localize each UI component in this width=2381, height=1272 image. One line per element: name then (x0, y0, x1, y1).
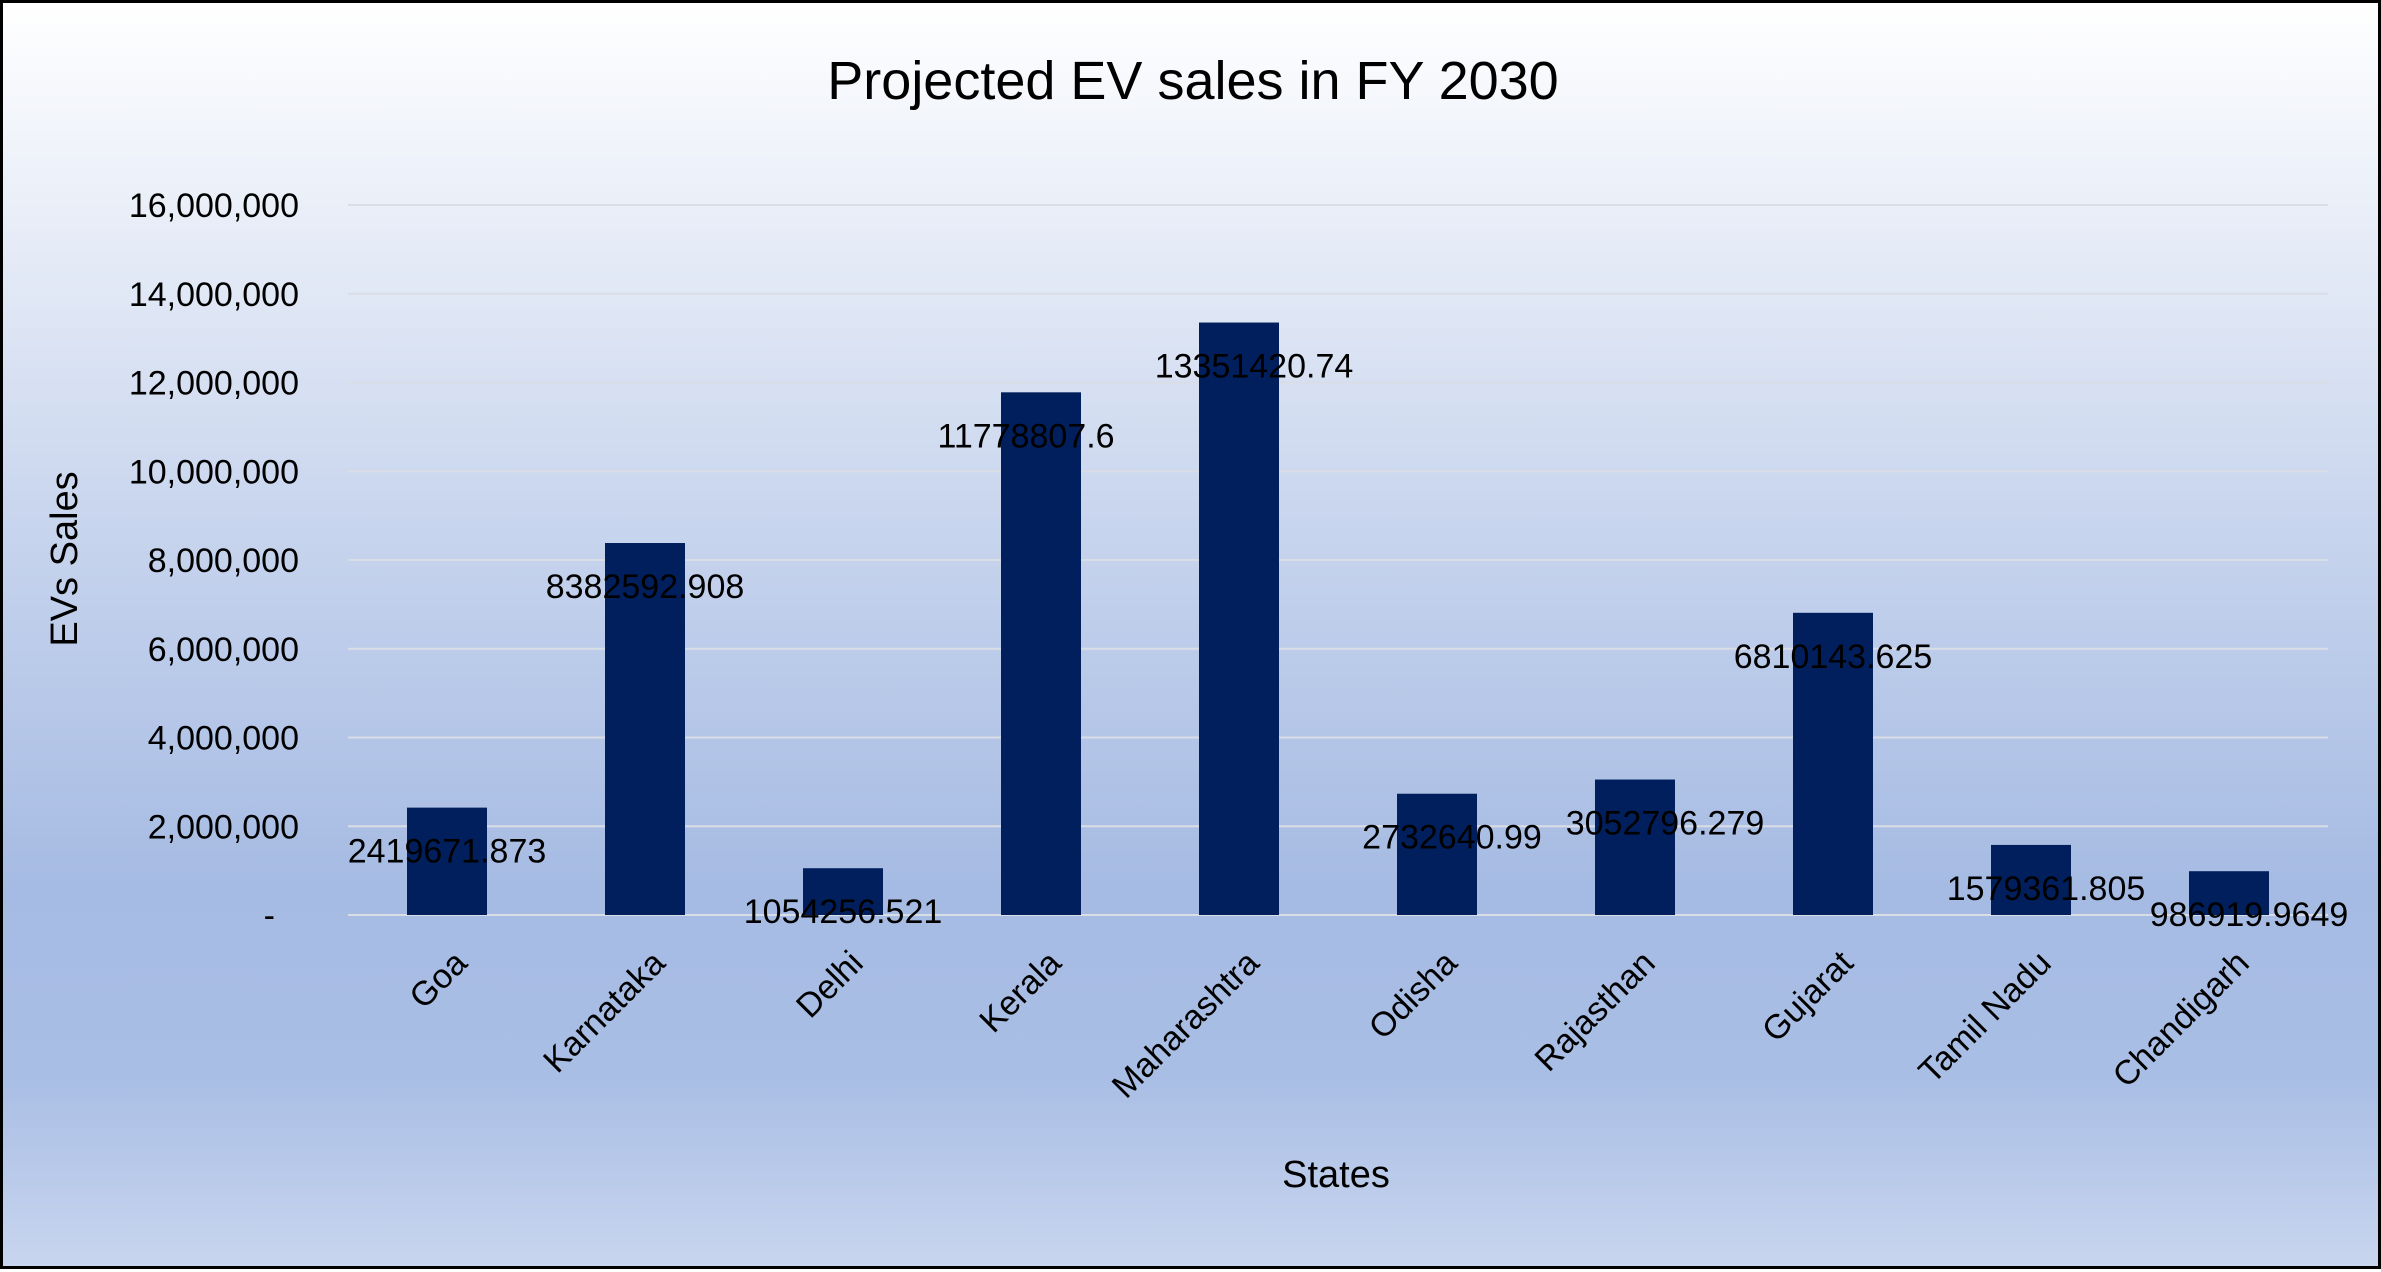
y-tick-label: 4,000,000 (148, 720, 299, 758)
x-tick-label: Kerala (972, 944, 1068, 1040)
x-tick-label: Odisha (1362, 944, 1465, 1047)
bar (1001, 392, 1081, 915)
y-tick-label: 16,000,000 (129, 187, 299, 225)
y-tick-label: 2,000,000 (148, 808, 299, 846)
y-tick-label: 8,000,000 (148, 542, 299, 580)
y-tick-label: - (264, 897, 275, 935)
data-label: 6810143.625 (1734, 638, 1933, 676)
bar (605, 543, 685, 915)
bar (1199, 322, 1279, 915)
data-label: 8382592.908 (546, 568, 745, 606)
bar (1991, 844, 2071, 915)
x-tick-label: Karnataka (536, 944, 673, 1081)
data-label: 1054256.521 (744, 893, 943, 931)
y-tick-label: 12,000,000 (129, 365, 299, 403)
x-tick-label: Rajasthan (1528, 944, 1663, 1079)
bars (407, 322, 2269, 915)
x-tick-label: Maharashtra (1105, 944, 1267, 1106)
data-label: 13351420.74 (1155, 348, 1354, 386)
chart-title: Projected EV sales in FY 2030 (827, 51, 1558, 111)
data-label: 2732640.99 (1362, 819, 1542, 857)
bar (1397, 793, 1477, 915)
bar (803, 868, 883, 915)
data-label: 1579361.805 (1947, 870, 2146, 908)
x-tick-label: Delhi (789, 944, 871, 1026)
data-label: 3052796.279 (1566, 805, 1765, 843)
y-tick-label: 14,000,000 (129, 276, 299, 314)
bar (2189, 871, 2269, 915)
x-tick-label: Goa (402, 944, 474, 1016)
bar (1595, 779, 1675, 915)
data-label: 986919.9649 (2150, 896, 2349, 934)
x-axis-title: States (1282, 1154, 1390, 1196)
data-label: 2419671.873 (348, 833, 547, 871)
x-tick-label: Chandigarh (2105, 944, 2256, 1095)
y-tick-label: 10,000,000 (129, 453, 299, 491)
data-labels: 2419671.873 8382592.908 1054256.521 1177880… (348, 348, 2349, 935)
x-tick-label: Tamil Nadu (1912, 944, 2059, 1091)
x-tick-label: Gujarat (1755, 943, 1861, 1049)
bar-chart: Projected EV sales in FY 2030 - 2,000,000… (44, 51, 2349, 1196)
data-label: 11778807.6 (937, 417, 1114, 455)
x-axis-categories: Goa Karnataka Delhi Kerala Maharashtra Odisha… (402, 943, 2256, 1105)
y-axis-title: EVs Sales (44, 471, 86, 646)
bar (407, 807, 487, 915)
y-axis-ticks: - 2,000,000 4,000,000 6,000,000 8,000,000 10,… (129, 187, 299, 935)
y-tick-label: 6,000,000 (148, 631, 299, 669)
bar (1793, 612, 1873, 915)
